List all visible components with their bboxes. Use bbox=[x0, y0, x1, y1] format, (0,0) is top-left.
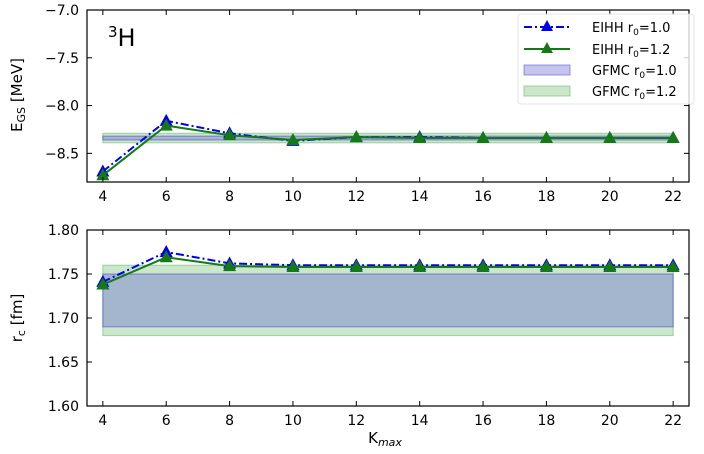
energy-ylabel: EGS [MeV] bbox=[8, 58, 28, 132]
energy-xtick-label: 8 bbox=[225, 189, 234, 205]
energy-xtick-label: 6 bbox=[162, 189, 171, 205]
legend-entry-gfmc-10: GFMC r0=1.0 bbox=[523, 64, 677, 81]
energy-xtick-label: 20 bbox=[601, 189, 619, 205]
energy-point-eihh-12 bbox=[603, 131, 617, 144]
radius-xtick-label: 18 bbox=[538, 413, 556, 429]
legend: EIHH r0=1.0 EIHH r0=1.2 GFMC r0=1.0 GFMC… bbox=[517, 13, 695, 105]
svg-text:GFMC r0=1.0: GFMC r0=1.0 bbox=[592, 64, 677, 81]
energy-point-eihh-12 bbox=[476, 131, 490, 144]
svg-text:EIHH r0=1.0: EIHH r0=1.0 bbox=[592, 21, 670, 38]
radius-ytick-label: 1.75 bbox=[48, 267, 79, 283]
radius-point-eihh-12 bbox=[286, 259, 300, 272]
radius-point-eihh-12 bbox=[223, 259, 237, 272]
energy-xtick-label: 18 bbox=[538, 189, 556, 205]
energy-point-eihh-12 bbox=[159, 118, 173, 131]
radius-xtick-label: 20 bbox=[601, 413, 619, 429]
energy-point-eihh-12 bbox=[666, 131, 680, 144]
legend-marker-eihh-10 bbox=[541, 20, 553, 31]
kmax-xlabel: Kmax bbox=[368, 429, 402, 449]
radius-xtick-label: 6 bbox=[162, 413, 171, 429]
energy-ytick-label: −7.0 bbox=[45, 3, 79, 19]
radius-xtick-label: 10 bbox=[284, 413, 302, 429]
radius-xtick-label: 12 bbox=[347, 413, 365, 429]
radius-ytick-label: 1.70 bbox=[48, 311, 79, 327]
radius-point-eihh-12 bbox=[539, 259, 553, 272]
radius-xtick-label: 22 bbox=[664, 413, 682, 429]
radius-point-eihh-12 bbox=[413, 259, 427, 272]
energy-point-eihh-12 bbox=[349, 130, 363, 143]
radius-point-eihh-12 bbox=[96, 277, 110, 290]
radius-xtick-label: 8 bbox=[225, 413, 234, 429]
energy-xtick-label: 14 bbox=[411, 189, 429, 205]
energy-panel: 4 6 8 10 12 14 16 18 20 22 −7.0 −7.5 −8.0 −8.5 bbox=[45, 3, 690, 205]
svg-text:EIHH r0=1.2: EIHH r0=1.2 bbox=[592, 43, 670, 60]
energy-xtick-label: 4 bbox=[98, 189, 107, 205]
legend-entry-eihh-12: EIHH r0=1.2 bbox=[524, 42, 670, 60]
radius-panel: 4 6 8 10 12 14 16 18 20 22 1.80 1.75 1.70 1.65 1.60 bbox=[48, 223, 690, 429]
legend-swatch-gfmc-10 bbox=[523, 64, 571, 76]
radius-ytick-label: 1.80 bbox=[48, 223, 79, 239]
energy-xtick-label: 12 bbox=[347, 189, 365, 205]
radius-xtick-label: 4 bbox=[98, 413, 107, 429]
energy-line-eihh-12 bbox=[102, 124, 674, 177]
svg-text:GFMC r0=1.2: GFMC r0=1.2 bbox=[592, 85, 677, 102]
legend-entry-gfmc-12: GFMC r0=1.2 bbox=[523, 85, 677, 102]
radius-ytick-label: 1.60 bbox=[48, 399, 79, 415]
legend-marker-eihh-12 bbox=[541, 42, 553, 53]
energy-point-eihh-12 bbox=[286, 132, 300, 145]
energy-xtick-label: 16 bbox=[474, 189, 492, 205]
radius-point-eihh-12 bbox=[159, 250, 173, 263]
energy-xtick-label: 10 bbox=[284, 189, 302, 205]
nucleus-symbol: H bbox=[118, 24, 136, 52]
radius-point-eihh-12 bbox=[603, 259, 617, 272]
radius-ytick-label: 1.65 bbox=[48, 355, 79, 371]
energy-ytick-label: −8.0 bbox=[45, 99, 79, 115]
energy-point-eihh-12 bbox=[539, 131, 553, 144]
radius-point-eihh-12 bbox=[666, 259, 680, 272]
nucleus-label: 3H bbox=[108, 23, 136, 52]
energy-xtick-label: 22 bbox=[664, 189, 682, 205]
legend-swatch-gfmc-12 bbox=[523, 85, 571, 97]
energy-ytick-label: −8.5 bbox=[45, 146, 79, 162]
radius-band-gfmc-10 bbox=[102, 273, 674, 328]
energy-ytick-label: −7.5 bbox=[45, 51, 79, 67]
radius-line-eihh-10 bbox=[102, 250, 674, 283]
legend-frame bbox=[517, 13, 695, 105]
energy-point-eihh-12 bbox=[223, 128, 237, 141]
radius-line-eihh-12 bbox=[102, 256, 674, 286]
energy-point-eihh-12 bbox=[413, 131, 427, 144]
radius-ylabel: rc [fm] bbox=[8, 294, 28, 343]
radius-xtick-label: 14 bbox=[411, 413, 429, 429]
radius-point-eihh-12 bbox=[349, 259, 363, 272]
legend-entry-eihh-10: EIHH r0=1.0 bbox=[524, 20, 670, 38]
radius-xtick-label: 16 bbox=[474, 413, 492, 429]
nucleus-superscript: 3 bbox=[108, 23, 118, 41]
energy-point-eihh-12 bbox=[96, 168, 110, 181]
radius-point-eihh-12 bbox=[476, 259, 490, 272]
